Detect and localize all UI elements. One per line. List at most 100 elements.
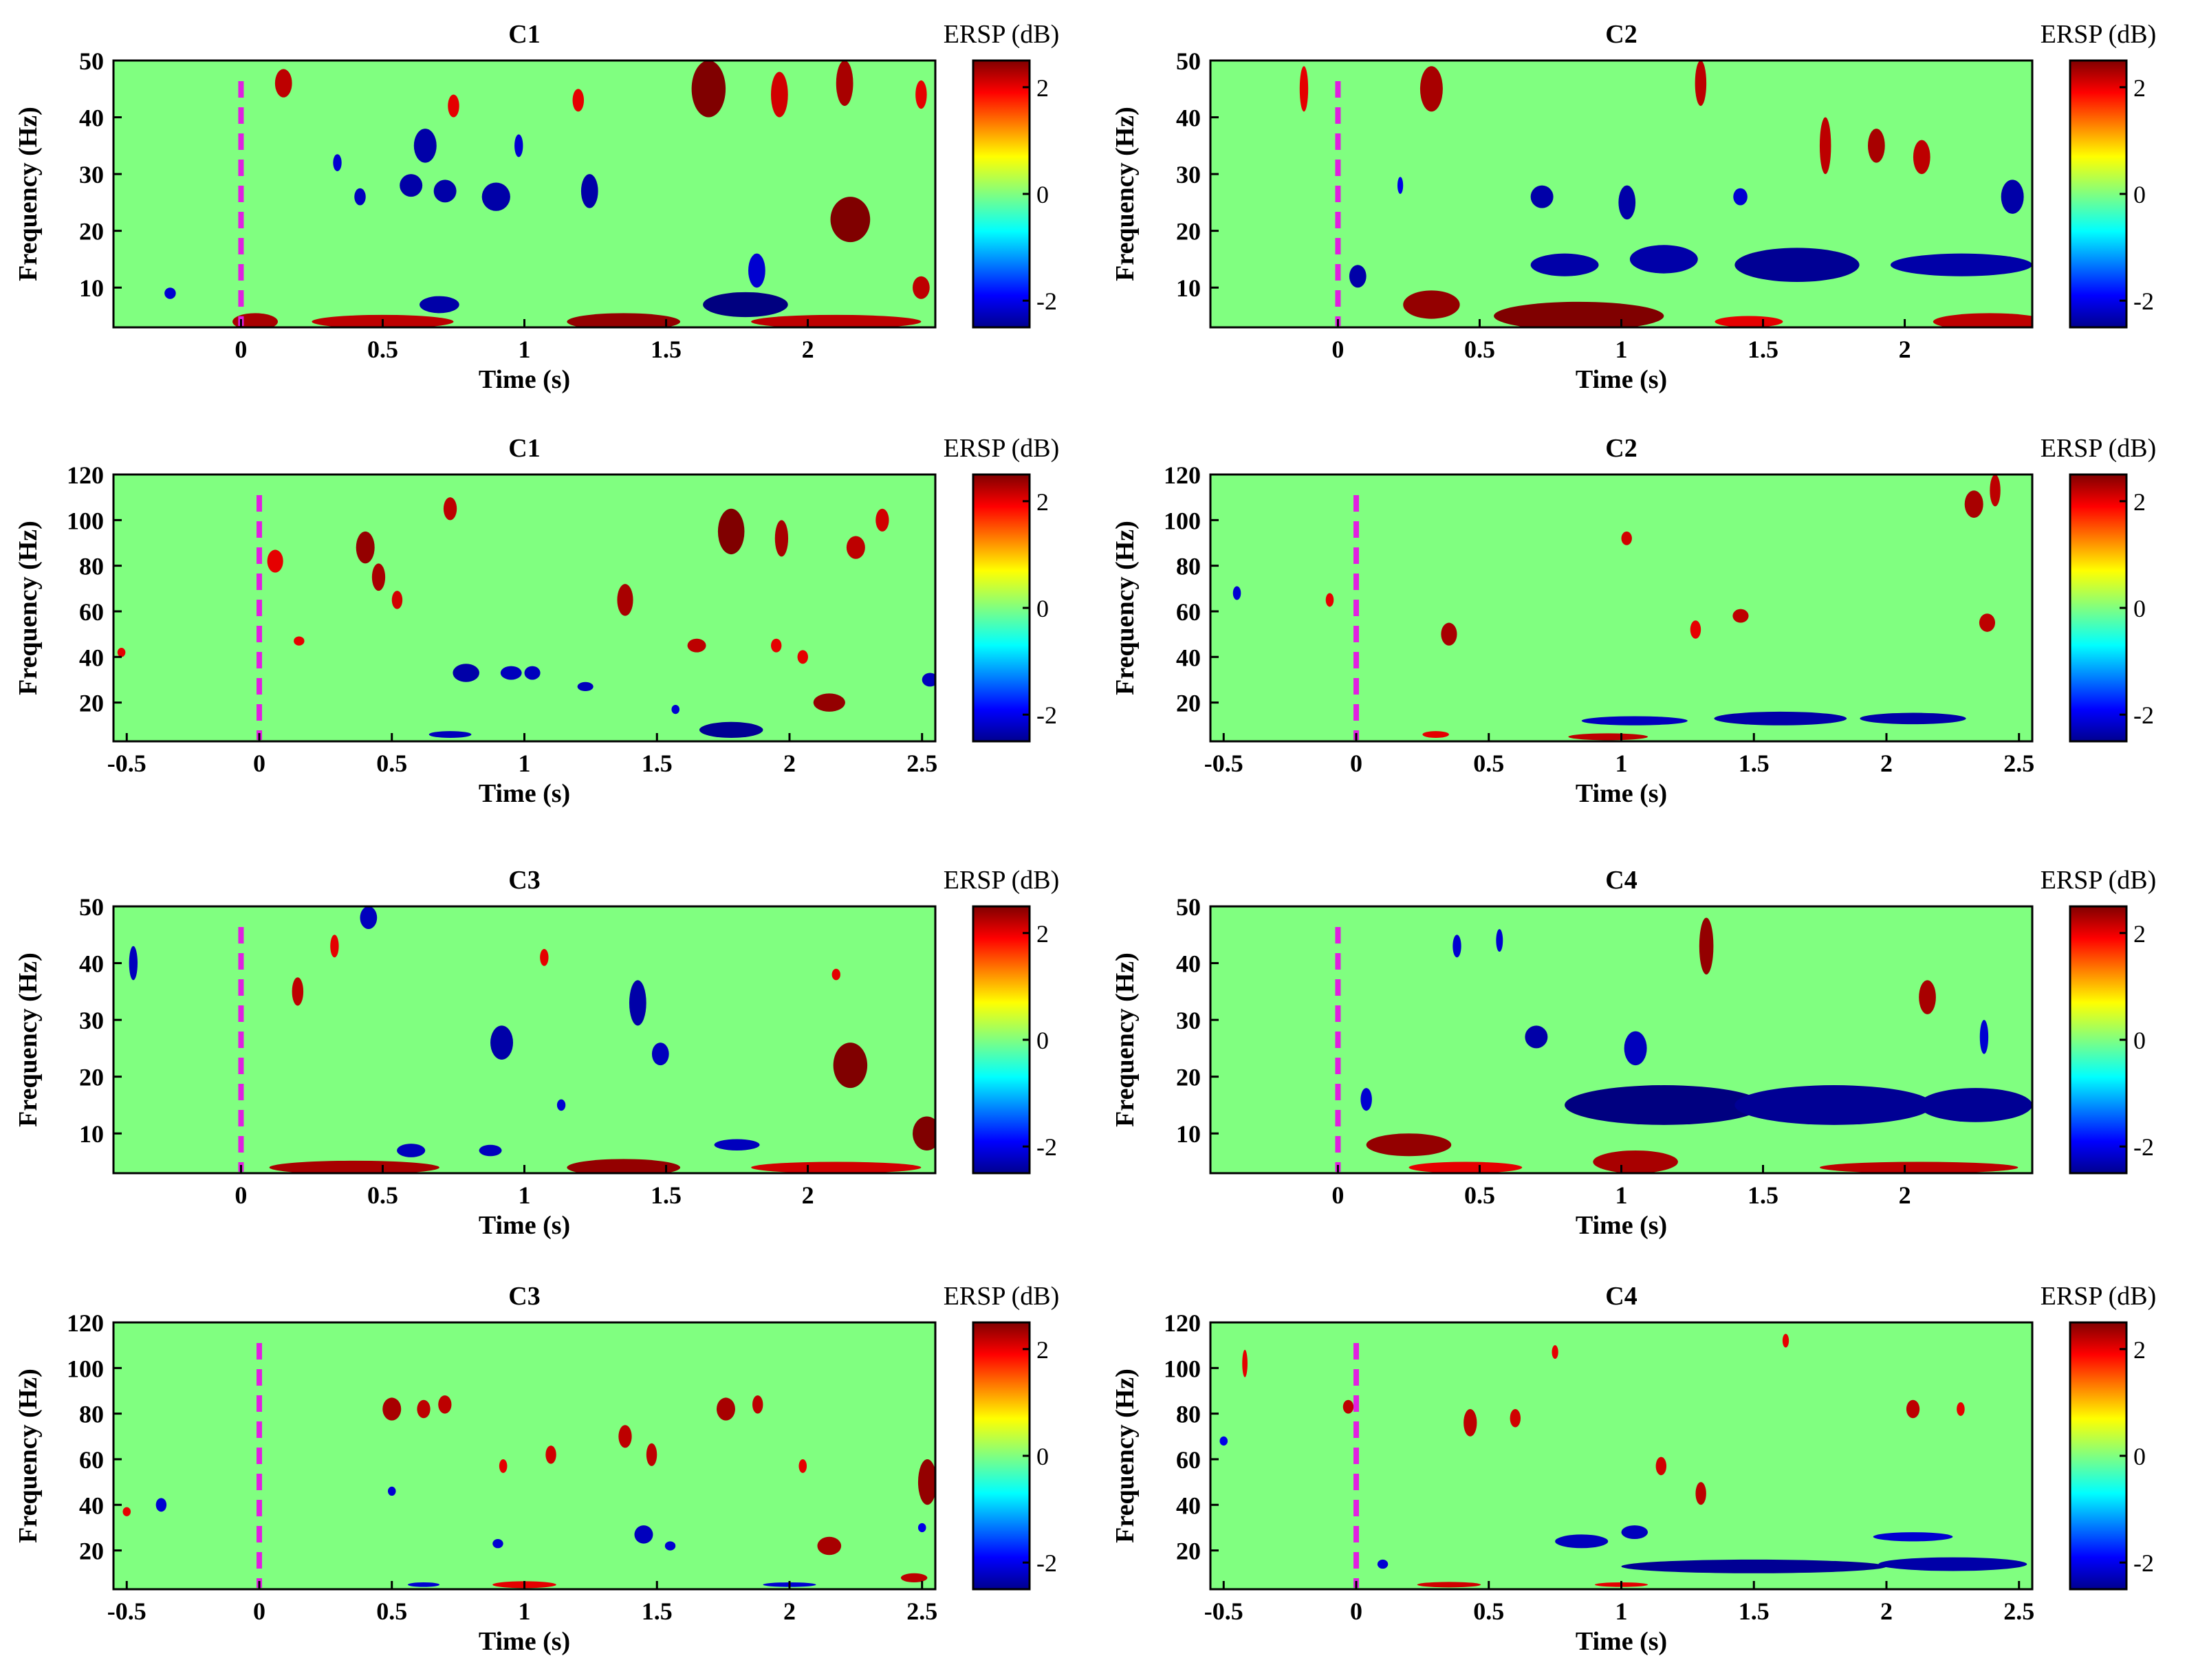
y-tick-label: 80 [79, 553, 104, 580]
y-tick-label: 50 [79, 893, 104, 921]
heatmap-cell [629, 980, 646, 1026]
heatmap-cells [1360, 917, 2032, 1173]
y-tick-label: 60 [1176, 598, 1201, 626]
y-axis-label: Frequency (Hz) [14, 107, 43, 281]
heatmap-cell [1441, 622, 1457, 646]
colorbar-tick-label: 2 [1036, 1336, 1049, 1364]
heatmap-cell [915, 80, 927, 109]
heatmap-cell [1618, 185, 1636, 220]
y-tick-label: 20 [1176, 1538, 1201, 1565]
heatmap-cell [831, 968, 840, 981]
heatmap-cell [1979, 613, 1996, 632]
heatmap-cell [448, 94, 459, 118]
colorbar-tick-label: 0 [1036, 1443, 1049, 1470]
x-tick-label: 1.5 [1739, 1597, 1770, 1625]
colorbar [2069, 59, 2128, 329]
heatmap-cell [428, 731, 472, 739]
heatmap-cell [1964, 490, 1983, 519]
heatmap-cell [1819, 117, 1831, 175]
colorbar [972, 1321, 1031, 1591]
colorbar-tick-label: -2 [1036, 1133, 1057, 1161]
heatmap-cell [453, 664, 479, 682]
heatmap-cell [443, 497, 457, 521]
heatmap-cell [117, 648, 126, 657]
x-tick-label: 2.5 [906, 1597, 937, 1625]
x-tick-label: 1.5 [1748, 1181, 1778, 1209]
y-tick-label: 50 [1176, 47, 1201, 75]
heatmap-cell [540, 948, 549, 966]
x-tick-label: 1 [519, 1597, 531, 1625]
x-tick-label: -0.5 [1204, 1597, 1243, 1625]
heatmap-cell [330, 935, 339, 958]
y-tick-label: 10 [79, 1120, 104, 1148]
heatmap-cell [382, 1397, 402, 1421]
x-axis-label: Time (s) [1576, 779, 1667, 808]
heatmap-cell [232, 313, 278, 327]
colorbar-tick-label: 0 [2133, 181, 2146, 208]
heatmap-cell [1906, 1399, 1920, 1419]
heatmap-cell [1494, 301, 1664, 327]
heatmap-cell [1715, 316, 1783, 327]
heatmap-cell [1919, 980, 1936, 1014]
heatmap-cell [1422, 731, 1449, 739]
heatmap-cells [1219, 1333, 2027, 1588]
x-tick-label: 1 [1615, 1597, 1628, 1625]
heatmap-cell [1699, 917, 1714, 975]
y-axis-label: Frequency (Hz) [1111, 521, 1140, 695]
heatmap-cell [267, 549, 283, 573]
heatmap-cell [1510, 1409, 1521, 1428]
y-tick-label: 20 [1176, 690, 1201, 717]
heatmap-cell [751, 1161, 922, 1173]
heatmap-cell [572, 89, 585, 112]
heatmap-cell [492, 1539, 503, 1549]
heatmap-cell [577, 681, 594, 692]
heatmap-cell [387, 1486, 396, 1496]
y-tick-label: 40 [79, 950, 104, 978]
heatmap-cell [1629, 245, 1698, 274]
y-tick-label: 60 [1176, 1446, 1201, 1474]
heatmap-cell [913, 1116, 935, 1150]
colorbar [972, 59, 1031, 329]
y-tick-label: 120 [67, 1309, 104, 1337]
heatmap-cell [1408, 1161, 1523, 1173]
heatmap-background [1210, 474, 2032, 741]
heatmap-cell [567, 313, 681, 327]
x-tick-label: 2.5 [2003, 750, 2034, 777]
heatmap-cell [433, 179, 457, 203]
colorbar-tick-label: 0 [1036, 181, 1049, 208]
x-axis-label: Time (s) [479, 365, 570, 394]
x-tick-label: 1 [519, 1181, 531, 1209]
colorbar-title: ERSP (dB) [2041, 434, 2157, 463]
heatmap-cells [1232, 474, 2001, 741]
heatmap-cell [1452, 935, 1461, 958]
heatmap-cell [771, 72, 788, 118]
x-tick-label: 1.5 [1748, 336, 1778, 363]
y-tick-label: 120 [67, 461, 104, 489]
x-tick-label: 0.5 [376, 750, 407, 777]
y-axis-label: Frequency (Hz) [14, 521, 43, 695]
y-tick-label: 40 [1176, 105, 1201, 132]
heatmap-cell [1695, 61, 1707, 107]
colorbar-tick-label: 0 [2133, 595, 2146, 622]
y-tick-label: 50 [1176, 893, 1201, 921]
y-tick-label: 30 [1176, 1007, 1201, 1034]
x-tick-label: 0.5 [367, 1181, 398, 1209]
heatmap-cell [122, 1507, 131, 1516]
heatmap-cell [1868, 129, 1885, 163]
y-tick-label: 80 [79, 1401, 104, 1428]
x-tick-label: 2.5 [2003, 1597, 2034, 1625]
x-tick-label: 1.5 [651, 336, 682, 363]
x-tick-label: 0 [1331, 336, 1344, 363]
x-tick-label: 2 [802, 1181, 814, 1209]
heatmap-cell [1919, 1088, 2032, 1122]
x-tick-label: 1 [519, 336, 531, 363]
heatmap-cell [797, 650, 808, 664]
y-tick-label: 40 [79, 644, 104, 671]
heatmap-cells [164, 61, 930, 327]
x-tick-label: 2 [783, 1597, 796, 1625]
